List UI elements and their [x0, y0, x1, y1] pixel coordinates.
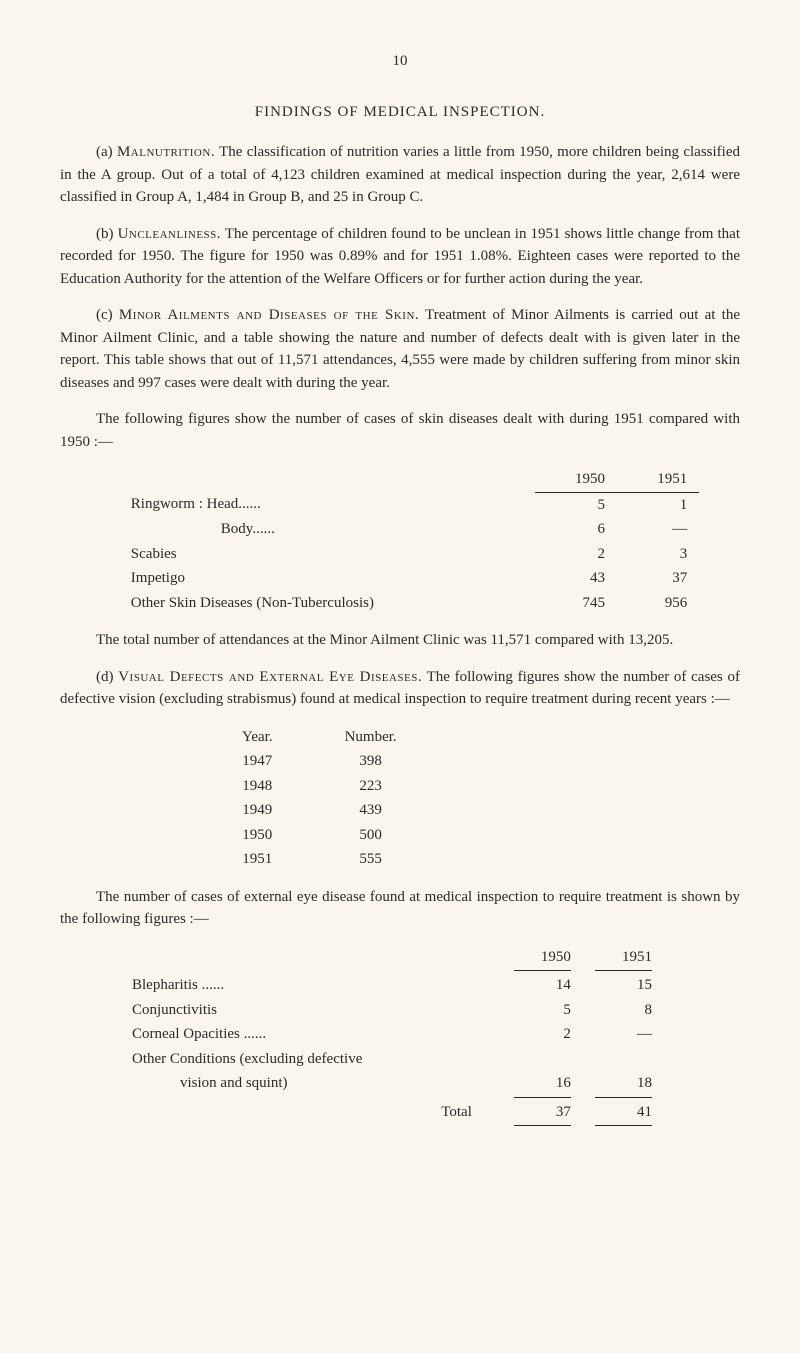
table-row: Other Skin Diseases (Non-Tuberculosis) 7… — [101, 591, 699, 616]
para-b-heading: Uncleanliness. — [118, 226, 221, 242]
skin-header-1950: 1950 — [535, 467, 617, 492]
row-val: 8 — [583, 998, 664, 1023]
table-row: Other Conditions (excluding defective — [120, 1047, 664, 1072]
number-val: 500 — [333, 823, 409, 848]
row-val: 37 — [617, 566, 699, 591]
row-val — [502, 1047, 583, 1072]
para-a-heading: Malnutrition. — [117, 144, 215, 160]
eye-disease-table: 1950 1951 Blepharitis ...... 14 15 Conju… — [120, 945, 664, 1129]
para-c-heading: Minor Ailments and Diseases of the Skin. — [119, 307, 419, 323]
row-val: 745 — [535, 591, 617, 616]
row-val: 16 — [502, 1071, 583, 1096]
para-c-prefix: (c) — [96, 307, 119, 323]
paragraph-a: (a) Malnutrition. The classification of … — [60, 141, 740, 209]
row-val: 5 — [535, 492, 617, 517]
paragraph-d: (d) Visual Defects and External Eye Dise… — [60, 666, 740, 711]
row-val: 18 — [583, 1071, 664, 1096]
table-row: vision and squint) 16 18 — [120, 1071, 664, 1096]
table-row: Blepharitis ...... 14 15 — [120, 973, 664, 998]
row-label: Other Skin Diseases (Non-Tuberculosis) — [101, 591, 535, 616]
year-val: 1951 — [230, 847, 333, 872]
row-val: 14 — [502, 973, 583, 998]
table-row: Scabies 2 3 — [101, 542, 699, 567]
row-val: — — [583, 1022, 664, 1047]
row-val: 3 — [617, 542, 699, 567]
table-row: 1948 223 — [230, 774, 409, 799]
total-label: Total — [120, 1100, 502, 1125]
table-row: Corneal Opacities ...... 2 — — [120, 1022, 664, 1047]
year-header: Year. — [230, 725, 333, 750]
number-val: 555 — [333, 847, 409, 872]
table-row: Body...... 6 — — [101, 517, 699, 542]
table-row-total: Total 37 41 — [120, 1100, 664, 1125]
row-val: 2 — [535, 542, 617, 567]
year-val: 1947 — [230, 749, 333, 774]
row-label: Scabies — [101, 542, 535, 567]
paragraph-d2: The number of cases of external eye dise… — [60, 886, 740, 931]
row-val: 2 — [502, 1022, 583, 1047]
year-number-table: Year. Number. 1947 398 1948 223 1949 439… — [230, 725, 409, 872]
row-val: 6 — [535, 517, 617, 542]
row-label: Conjunctivitis — [120, 998, 502, 1023]
table-row: 1947 398 — [230, 749, 409, 774]
row-val: 5 — [502, 998, 583, 1023]
row-label: vision and squint) — [120, 1071, 502, 1096]
table-row: 1951 555 — [230, 847, 409, 872]
row-val: — — [617, 517, 699, 542]
number-val: 223 — [333, 774, 409, 799]
table-row: Ringworm : Head...... 5 1 — [101, 492, 699, 517]
table-row: 1949 439 — [230, 798, 409, 823]
total-val: 37 — [502, 1100, 583, 1125]
page-number: 10 — [60, 50, 740, 73]
paragraph-b: (b) Uncleanliness. The percentage of chi… — [60, 223, 740, 291]
row-label: Blepharitis ...... — [120, 973, 502, 998]
row-val: 43 — [535, 566, 617, 591]
number-header: Number. — [333, 725, 409, 750]
row-label: Corneal Opacities ...... — [120, 1022, 502, 1047]
row-val: 15 — [583, 973, 664, 998]
paragraph-c2: The following figures show the number of… — [60, 408, 740, 453]
row-label: Body...... — [101, 517, 535, 542]
section-title: FINDINGS OF MEDICAL INSPECTION. — [60, 101, 740, 124]
year-val: 1949 — [230, 798, 333, 823]
paragraph-c3: The total number of attendances at the M… — [60, 629, 740, 652]
table-row: 1950 500 — [230, 823, 409, 848]
table-row: Impetigo 43 37 — [101, 566, 699, 591]
row-val — [583, 1047, 664, 1072]
total-val: 41 — [583, 1100, 664, 1125]
row-label: Impetigo — [101, 566, 535, 591]
number-val: 439 — [333, 798, 409, 823]
para-a-prefix: (a) — [96, 144, 117, 160]
skin-header-1951: 1951 — [617, 467, 699, 492]
row-label: Other Conditions (excluding defective — [120, 1047, 502, 1072]
eye-header-1951: 1951 — [583, 945, 664, 970]
skin-diseases-table: 1950 1951 Ringworm : Head...... 5 1 Body… — [101, 467, 699, 615]
row-val: 1 — [617, 492, 699, 517]
year-val: 1948 — [230, 774, 333, 799]
table-row: Conjunctivitis 5 8 — [120, 998, 664, 1023]
row-label: Ringworm : Head...... — [101, 492, 535, 517]
eye-header-1950: 1950 — [502, 945, 583, 970]
para-b-prefix: (b) — [96, 226, 118, 242]
row-val: 956 — [617, 591, 699, 616]
para-d-prefix: (d) — [96, 669, 118, 685]
year-val: 1950 — [230, 823, 333, 848]
para-d-heading: Visual Defects and External Eye Diseases… — [118, 669, 422, 685]
paragraph-c: (c) Minor Ailments and Diseases of the S… — [60, 304, 740, 394]
number-val: 398 — [333, 749, 409, 774]
